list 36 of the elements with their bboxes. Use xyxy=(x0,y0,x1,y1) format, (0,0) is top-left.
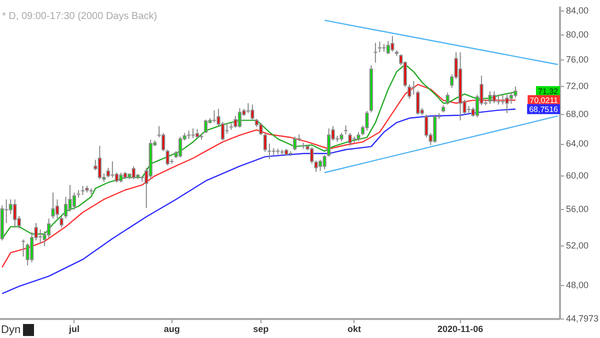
candlestick xyxy=(110,160,115,178)
x-tick-label: aug xyxy=(164,324,180,334)
annotation: 68,7516 xyxy=(529,104,559,114)
y-tick-label: 64,00 xyxy=(566,138,589,149)
candlestick xyxy=(80,185,85,196)
x-tick-label: 2020-11-06 xyxy=(438,324,484,334)
y-tick-label: 72,00 xyxy=(566,80,589,91)
y-tick-label: 68,00 xyxy=(566,109,589,120)
candlestick xyxy=(212,110,217,124)
y-tick-label: 60,00 xyxy=(566,170,589,180)
y-tick-label: 48,00 xyxy=(566,280,589,290)
y-tick-label: 80,00 xyxy=(566,29,589,40)
candlestick xyxy=(500,94,505,106)
y-tick-label: 44,7973 xyxy=(566,314,599,324)
candlestick xyxy=(411,80,416,96)
candlestick xyxy=(271,148,276,156)
candlestick xyxy=(373,42,378,64)
annotation: 70,0211 xyxy=(530,96,559,105)
candlestick xyxy=(186,130,192,140)
y-tick-label: 56,00 xyxy=(566,204,589,214)
annotation: 71,32 xyxy=(538,86,559,96)
candlestick xyxy=(38,228,43,244)
y-tick-label: 52,00 xyxy=(566,240,589,251)
y-tick-label: 84,00 xyxy=(566,5,589,16)
x-tick-label: sep xyxy=(253,324,270,334)
x-tick-label: okt xyxy=(347,324,361,334)
candlestick xyxy=(190,128,196,139)
y-tick-label: 76,00 xyxy=(566,54,589,64)
text: Dyn xyxy=(1,324,21,336)
candlestick xyxy=(267,142,272,160)
x-tick-label: jul xyxy=(68,324,80,334)
candlestick xyxy=(496,94,501,106)
chart-title: * D, 09:00-17:30 (2000 Days Back) xyxy=(2,11,158,22)
candlestick xyxy=(21,239,26,258)
candlestick xyxy=(466,105,472,114)
candlestick xyxy=(377,41,382,53)
